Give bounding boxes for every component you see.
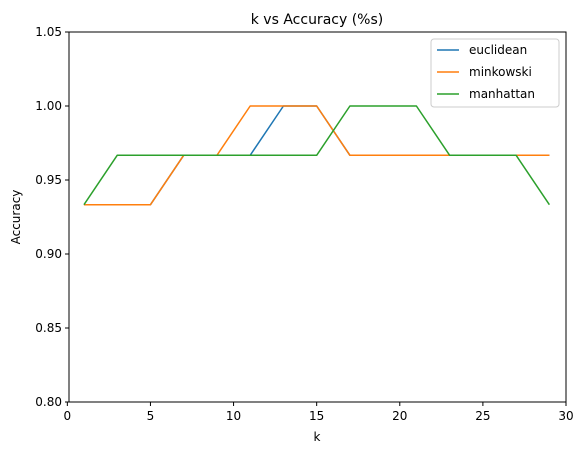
x-tick-label: 15 (309, 409, 324, 423)
legend-label-euclidean: euclidean (469, 43, 527, 57)
legend-label-manhattan: manhattan (469, 87, 535, 101)
legend-label-minkowski: minkowski (469, 65, 532, 79)
chart-title: k vs Accuracy (%s) (251, 12, 383, 28)
y-axis: 0.80 0.85 0.90 0.95 1.00 1.05 (35, 25, 69, 409)
x-tick-label: 30 (558, 409, 573, 423)
x-tick-label: 20 (392, 409, 407, 423)
y-tick-label: 0.85 (35, 321, 62, 335)
y-tick-label: 0.90 (35, 247, 62, 261)
x-axis-label: k (314, 430, 321, 444)
y-tick-label: 0.80 (35, 395, 62, 409)
x-tick-label: 10 (226, 409, 241, 423)
series-line-manhattan (84, 106, 549, 205)
x-tick-label: 0 (64, 409, 72, 423)
y-tick-label: 1.05 (35, 25, 62, 39)
y-axis-label: Accuracy (9, 190, 23, 245)
x-axis: 0 5 10 15 20 25 30 (64, 402, 574, 423)
x-tick-label: 25 (475, 409, 490, 423)
y-tick-label: 1.00 (35, 99, 62, 113)
x-tick-label: 5 (147, 409, 155, 423)
series-layer (84, 106, 549, 205)
legend: euclidean minkowski manhattan (431, 39, 559, 107)
y-tick-label: 0.95 (35, 173, 62, 187)
